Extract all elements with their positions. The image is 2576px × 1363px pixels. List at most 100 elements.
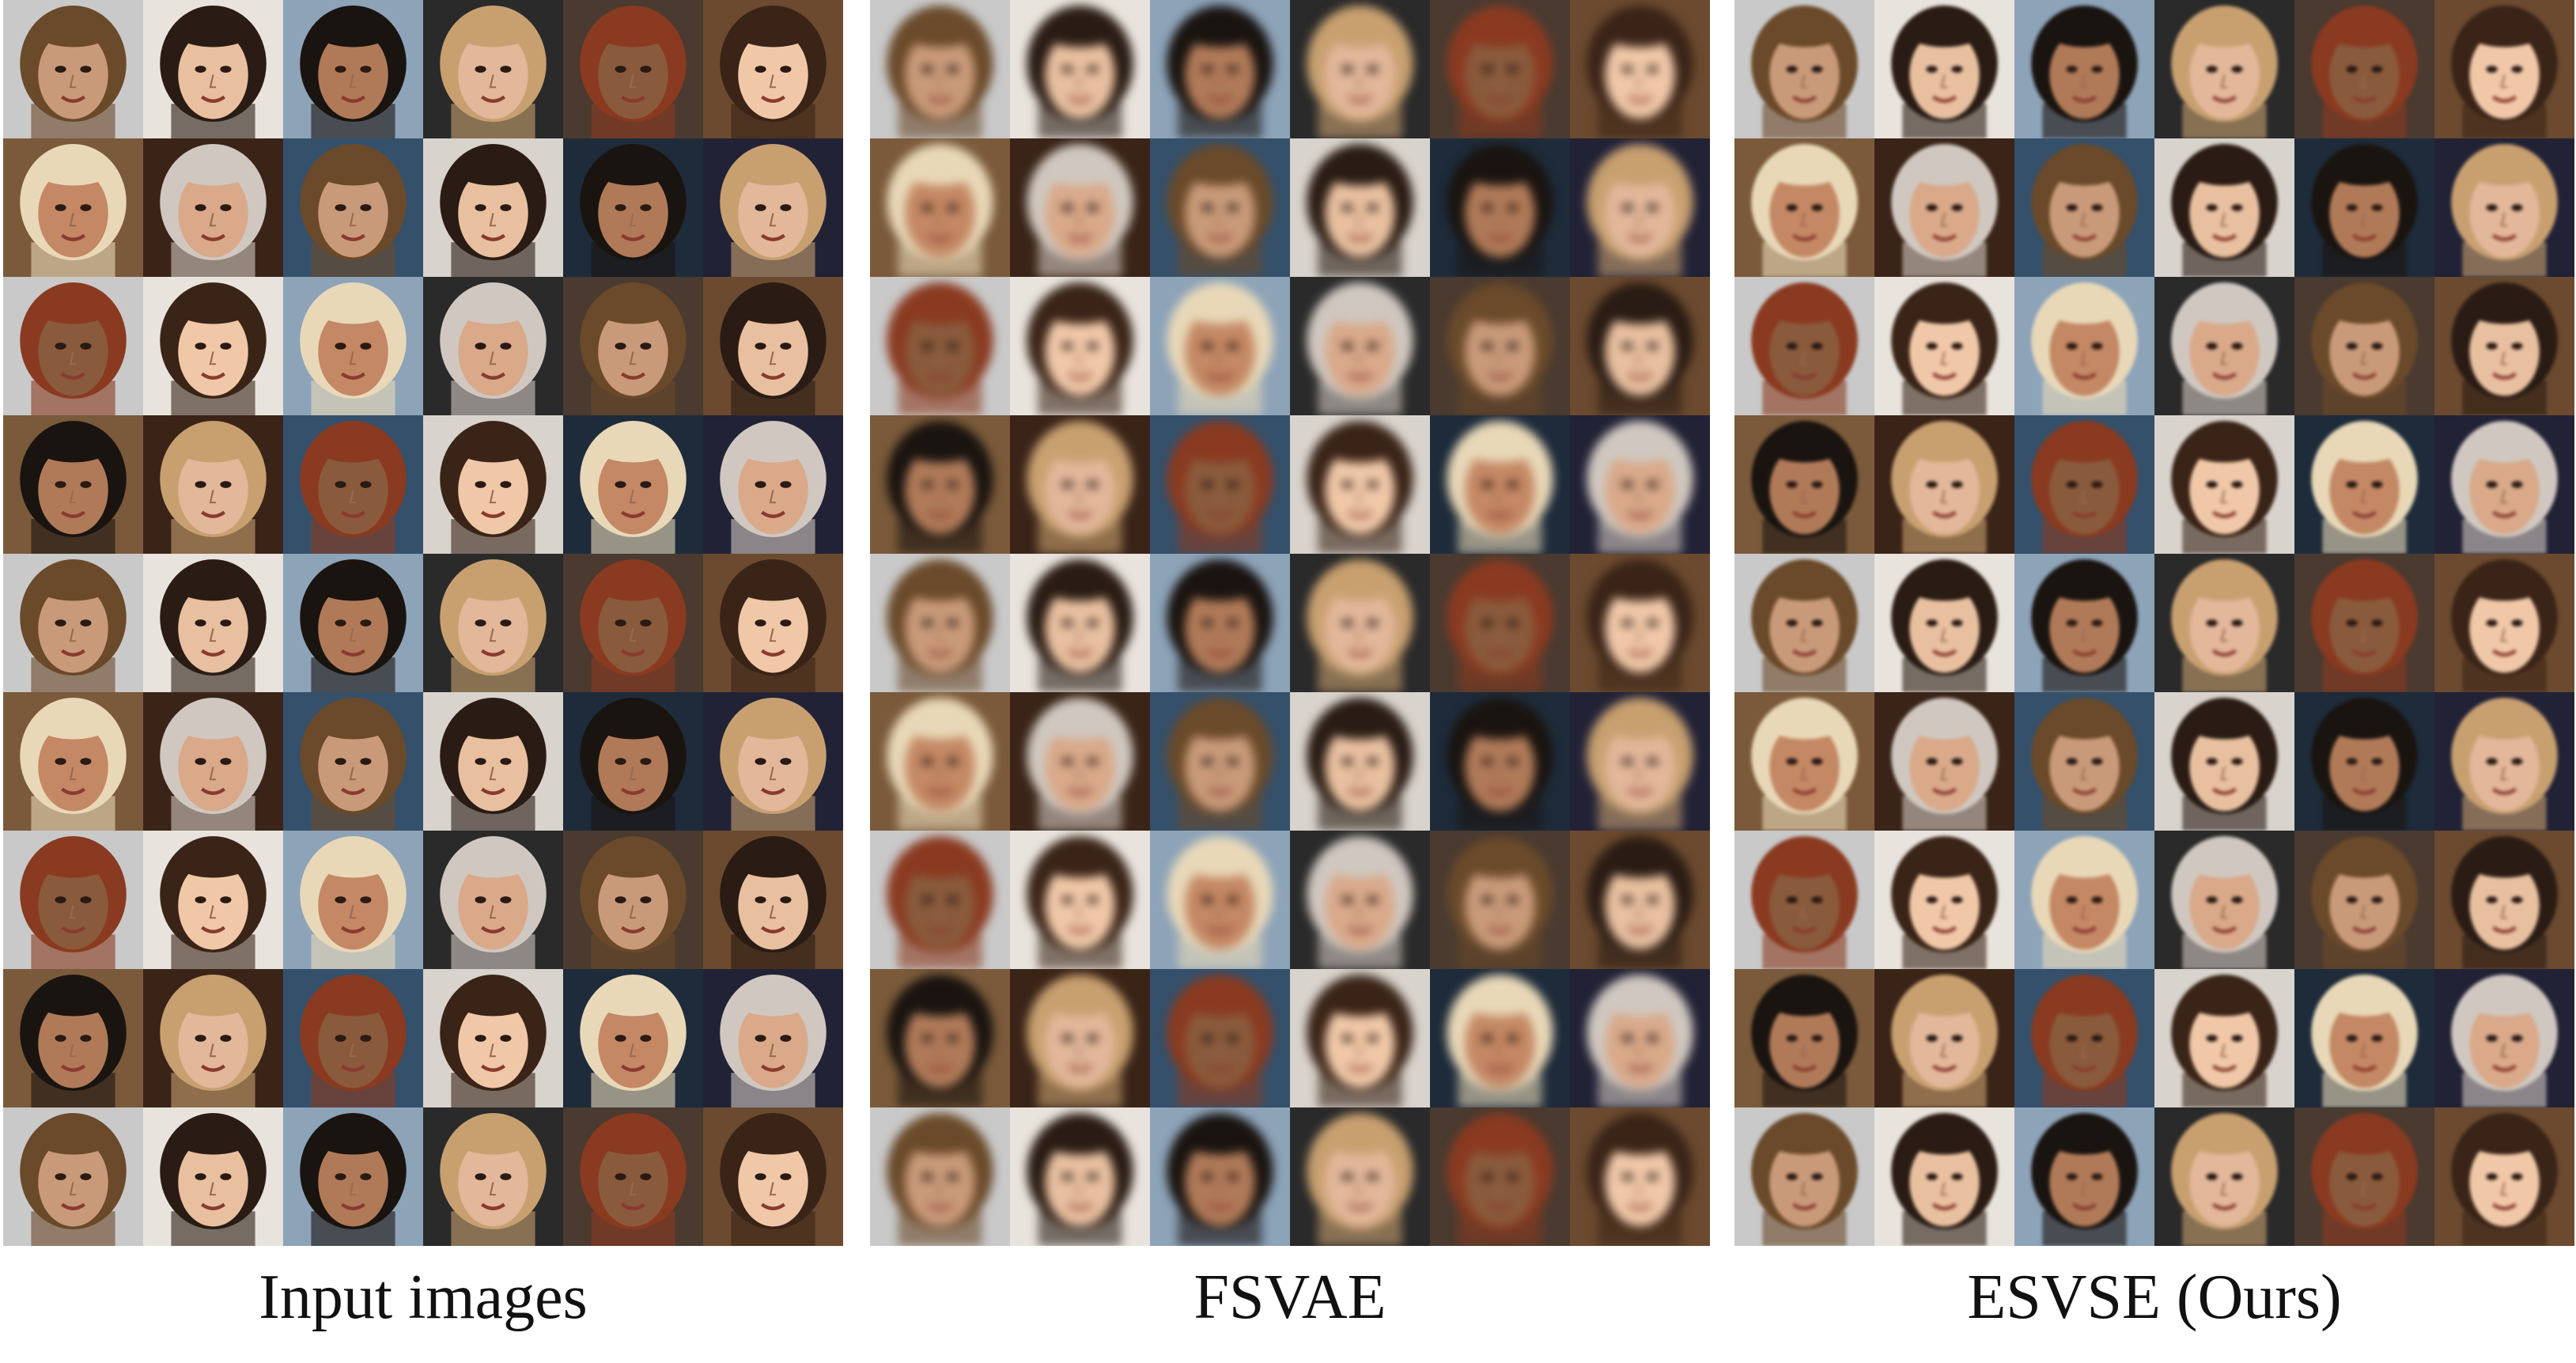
face-thumbnail [3,692,143,831]
face-thumbnail [870,831,1010,969]
face-thumbnail [1874,554,2014,692]
face-thumbnail [2294,138,2434,277]
face-thumbnail [563,277,703,415]
face-thumbnail [3,277,143,415]
face-thumbnail [2154,1107,2294,1246]
face-thumbnail [563,554,703,692]
face-thumbnail [703,415,843,554]
face-thumbnail [1150,138,1290,277]
panel-esvse: ESVSE (Ours) [1734,0,2574,1329]
face-thumbnail [563,415,703,554]
face-thumbnail [1010,692,1150,831]
face-thumbnail [1570,692,1710,831]
face-thumbnail [2294,831,2434,969]
face-thumbnail [2014,415,2154,554]
face-thumbnail [1874,415,2014,554]
face-thumbnail [870,969,1010,1107]
face-thumbnail [1290,831,1430,969]
face-thumbnail [2014,138,2154,277]
face-thumbnail [1290,277,1430,415]
caption-fsvae: FSVAE [1193,1263,1386,1332]
face-thumbnail [2014,277,2154,415]
face-thumbnail [1734,969,1874,1107]
face-thumbnail [143,554,283,692]
face-thumbnail [1570,0,1710,138]
face-thumbnail [1150,831,1290,969]
face-thumbnail [423,415,563,554]
face-thumbnail [2294,692,2434,831]
face-thumbnail [1150,0,1290,138]
face-thumbnail [1734,692,1874,831]
caption-esvse: ESVSE (Ours) [1967,1263,2342,1332]
face-thumbnail [3,138,143,277]
face-thumbnail [3,831,143,969]
face-thumbnail [703,277,843,415]
face-thumbnail [870,692,1010,831]
face-thumbnail [1570,277,1710,415]
face-thumbnail [2154,415,2294,554]
face-thumbnail [143,969,283,1107]
face-thumbnail [1734,831,1874,969]
face-thumbnail [563,0,703,138]
face-thumbnail [870,1107,1010,1246]
face-thumbnail [2294,277,2434,415]
face-thumbnail [2434,277,2574,415]
face-thumbnail [2154,0,2294,138]
face-grid-input [3,0,843,1246]
face-thumbnail [1430,0,1570,138]
face-thumbnail [1010,969,1150,1107]
face-thumbnail [1734,554,1874,692]
panel-fsvae: FSVAE [870,0,1710,1329]
face-thumbnail [1430,969,1570,1107]
face-thumbnail [2434,969,2574,1107]
face-thumbnail [1290,138,1430,277]
face-thumbnail [870,277,1010,415]
face-thumbnail [2434,138,2574,277]
face-thumbnail [2294,1107,2434,1246]
face-thumbnail [143,692,283,831]
face-thumbnail [423,831,563,969]
face-thumbnail [2294,554,2434,692]
face-thumbnail [1430,415,1570,554]
face-thumbnail [1010,554,1150,692]
face-thumbnail [1570,831,1710,969]
face-thumbnail [1290,1107,1430,1246]
face-thumbnail [2154,692,2294,831]
face-thumbnail [1010,415,1150,554]
face-thumbnail [2294,415,2434,554]
face-thumbnail [423,138,563,277]
face-thumbnail [423,969,563,1107]
face-thumbnail [3,554,143,692]
face-thumbnail [143,277,283,415]
face-thumbnail [2154,277,2294,415]
face-thumbnail [2434,554,2574,692]
face-thumbnail [423,1107,563,1246]
face-thumbnail [1150,554,1290,692]
face-thumbnail [703,831,843,969]
face-thumbnail [283,277,423,415]
face-thumbnail [1874,1107,2014,1246]
face-thumbnail [1570,1107,1710,1246]
face-thumbnail [3,0,143,138]
face-thumbnail [1010,0,1150,138]
face-thumbnail [2434,692,2574,831]
face-thumbnail [1290,969,1430,1107]
face-thumbnail [870,415,1010,554]
face-thumbnail [1734,0,1874,138]
face-thumbnail [1010,138,1150,277]
face-thumbnail [1570,969,1710,1107]
face-thumbnail [2434,831,2574,969]
face-thumbnail [1010,831,1150,969]
face-thumbnail [2434,0,2574,138]
face-thumbnail [3,1107,143,1246]
face-thumbnail [1150,415,1290,554]
face-thumbnail [1430,1107,1570,1246]
face-thumbnail [1290,554,1430,692]
face-thumbnail [2014,969,2154,1107]
face-thumbnail [2434,1107,2574,1246]
face-thumbnail [1874,692,2014,831]
face-thumbnail [2434,415,2574,554]
face-thumbnail [1150,692,1290,831]
face-thumbnail [563,969,703,1107]
face-thumbnail [2154,831,2294,969]
